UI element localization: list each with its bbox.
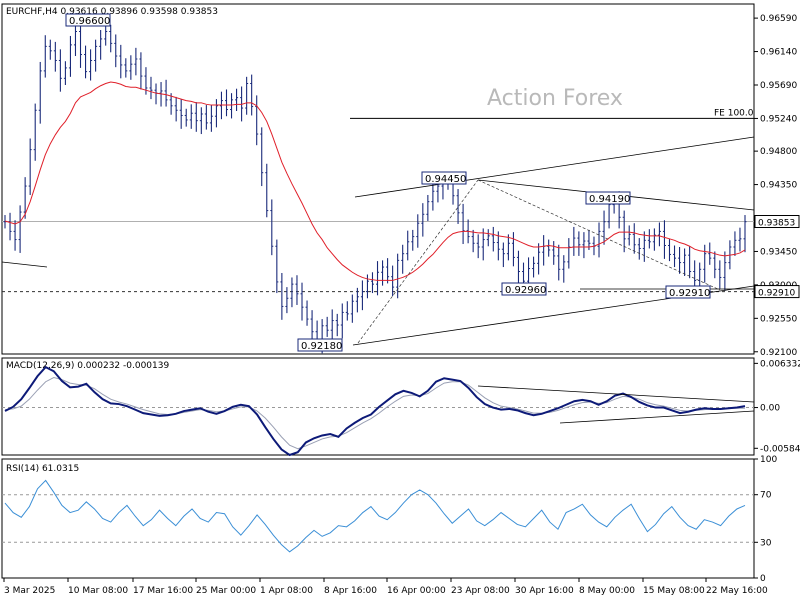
trend-line — [1, 261, 48, 268]
macd-trend-line — [559, 410, 755, 424]
macd-signal-line — [4, 377, 745, 450]
level-annotation-box — [501, 282, 547, 296]
macd-trend-line — [477, 385, 755, 403]
watermark-text: Action Forex — [487, 86, 623, 111]
price-y-tick-label: 0.95240 — [760, 114, 797, 124]
projection-dashed-line — [357, 179, 479, 344]
price-y-tick-label: 0.95690 — [760, 81, 797, 91]
x-tick-label: 22 May 16:00 — [706, 586, 768, 596]
x-tick-label: 8 May 00:00 — [579, 586, 635, 596]
level-annotation-box — [665, 285, 711, 299]
x-tick-label: 17 Mar 16:00 — [133, 586, 193, 596]
x-tick-label: 8 Apr 16:00 — [324, 586, 377, 596]
rsi-panel-frame — [1, 458, 755, 579]
level-price-box — [754, 285, 800, 299]
fe-level-label: FE 100.0 — [714, 108, 754, 118]
price-panel-frame — [1, 3, 755, 355]
x-tick-label: 1 Apr 08:00 — [260, 586, 313, 596]
x-tick-label: 10 Mar 08:00 — [68, 586, 128, 596]
price-y-tick-label: 0.94800 — [760, 147, 797, 157]
macd-y-tick-label: 0.006332 — [760, 359, 800, 369]
current-price-box-label: 0.93853 — [758, 219, 795, 229]
trend-line — [354, 136, 755, 198]
rsi-y-tick-label: 0 — [760, 574, 766, 584]
x-tick-label: 30 Apr 16:00 — [515, 586, 574, 596]
level-annotation-label: 0.94190 — [589, 194, 630, 205]
level-annotation-label: 0.94450 — [425, 174, 466, 185]
price-y-tick-label: 0.93450 — [760, 247, 797, 257]
rsi-line — [4, 479, 746, 553]
x-tick-label: 15 May 08:00 — [643, 586, 705, 596]
level-annotation-box — [65, 13, 111, 27]
level-annotation-label: 0.92960 — [505, 285, 546, 296]
price-y-tick-label: 0.94350 — [760, 181, 797, 191]
rsi-header-text: RSI(14) 61.0315 — [6, 464, 79, 474]
price-header-text: EURCHF,H4 0.93616 0.93896 0.93598 0.9385… — [6, 7, 218, 17]
macd-panel-frame — [1, 357, 755, 456]
level-annotation-label: 0.92180 — [301, 341, 342, 352]
rsi-y-tick-label: 100 — [760, 455, 777, 465]
rsi-y-tick-label: 30 — [760, 538, 772, 548]
level-annotation-label: 0.96600 — [69, 16, 110, 27]
macd-y-tick-label: -0.00584 — [760, 444, 800, 454]
macd-y-tick-label: 0.00 — [760, 404, 780, 414]
rsi-y-tick-label: 70 — [760, 491, 772, 501]
x-tick-label: 16 Apr 00:00 — [387, 586, 446, 596]
price-y-tick-label: 0.96140 — [760, 48, 797, 58]
level-annotation-box — [585, 191, 631, 205]
macd-line — [4, 365, 746, 457]
price-y-tick-label: 0.92550 — [760, 314, 797, 324]
level-price-box-label: 0.92910 — [758, 289, 795, 299]
moving-average-line — [4, 81, 746, 281]
price-y-tick-label: 0.96590 — [760, 14, 797, 24]
projection-dashed-line — [477, 179, 721, 291]
level-annotation-label: 0.92910 — [669, 288, 710, 299]
price-y-tick-label: 0.92100 — [760, 348, 797, 358]
x-tick-label: 25 Mar 00:00 — [196, 586, 256, 596]
current-price-box — [754, 215, 800, 229]
macd-header-text: MACD(12,26,9) 0.000232 -0.000139 — [6, 361, 169, 371]
x-tick-label: 23 Apr 08:00 — [451, 586, 510, 596]
x-tick-label: 3 Mar 2025 — [4, 586, 55, 596]
level-annotation-box — [297, 338, 343, 352]
level-annotation-box — [421, 171, 467, 185]
